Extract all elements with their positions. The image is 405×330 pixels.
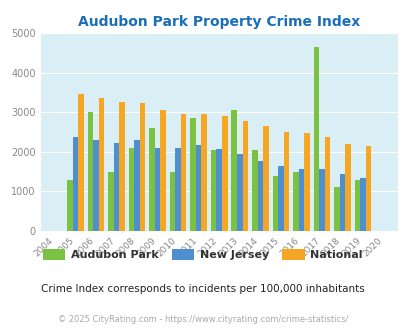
Text: © 2025 CityRating.com - https://www.cityrating.com/crime-statistics/: © 2025 CityRating.com - https://www.city… (58, 315, 347, 324)
Bar (339, 174, 344, 231)
Legend: Audubon Park, New Jersey, National: Audubon Park, New Jersey, National (39, 245, 366, 265)
Bar (216, 148, 222, 231)
Bar (149, 128, 154, 231)
Bar (237, 154, 242, 231)
Bar (283, 132, 288, 231)
Bar (113, 143, 119, 231)
Bar (201, 114, 207, 231)
Bar (78, 94, 83, 231)
Bar (72, 137, 78, 231)
Bar (313, 47, 318, 231)
Bar (181, 114, 186, 231)
Bar (257, 160, 262, 231)
Bar (169, 172, 175, 231)
Bar (365, 146, 371, 231)
Bar (262, 126, 268, 231)
Bar (175, 148, 181, 231)
Bar (242, 121, 247, 231)
Bar (128, 148, 134, 231)
Bar (298, 169, 303, 231)
Bar (108, 172, 113, 231)
Bar (252, 150, 257, 231)
Bar (119, 102, 125, 231)
Bar (67, 180, 72, 231)
Bar (154, 148, 160, 231)
Bar (354, 180, 359, 231)
Bar (98, 98, 104, 231)
Bar (211, 150, 216, 231)
Bar (134, 140, 140, 231)
Bar (272, 176, 277, 231)
Bar (324, 137, 329, 231)
Title: Audubon Park Property Crime Index: Audubon Park Property Crime Index (78, 15, 360, 29)
Bar (292, 172, 298, 231)
Bar (160, 110, 166, 231)
Bar (344, 144, 350, 231)
Bar (196, 145, 201, 231)
Bar (93, 140, 98, 231)
Bar (277, 166, 283, 231)
Text: Crime Index corresponds to incidents per 100,000 inhabitants: Crime Index corresponds to incidents per… (41, 284, 364, 294)
Bar (318, 169, 324, 231)
Bar (303, 133, 309, 231)
Bar (190, 118, 196, 231)
Bar (333, 187, 339, 231)
Bar (87, 112, 93, 231)
Bar (140, 103, 145, 231)
Bar (222, 116, 227, 231)
Bar (231, 110, 237, 231)
Bar (359, 178, 365, 231)
